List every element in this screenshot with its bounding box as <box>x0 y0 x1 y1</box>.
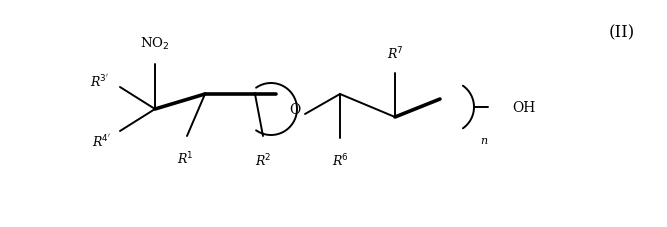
Text: (II): (II) <box>609 24 635 41</box>
Text: R$^{4'}$: R$^{4'}$ <box>92 133 111 149</box>
Text: OH: OH <box>512 101 535 114</box>
Text: R$^{3'}$: R$^{3'}$ <box>90 74 109 90</box>
Text: NO$_2$: NO$_2$ <box>140 36 169 52</box>
Text: n: n <box>480 135 487 145</box>
Text: R$^{6}$: R$^{6}$ <box>331 152 348 169</box>
Text: R$^{1}$: R$^{1}$ <box>177 150 193 167</box>
Text: R$^{7}$: R$^{7}$ <box>387 45 404 62</box>
Text: R$^{2}$: R$^{2}$ <box>255 152 271 169</box>
Text: O: O <box>289 103 301 116</box>
